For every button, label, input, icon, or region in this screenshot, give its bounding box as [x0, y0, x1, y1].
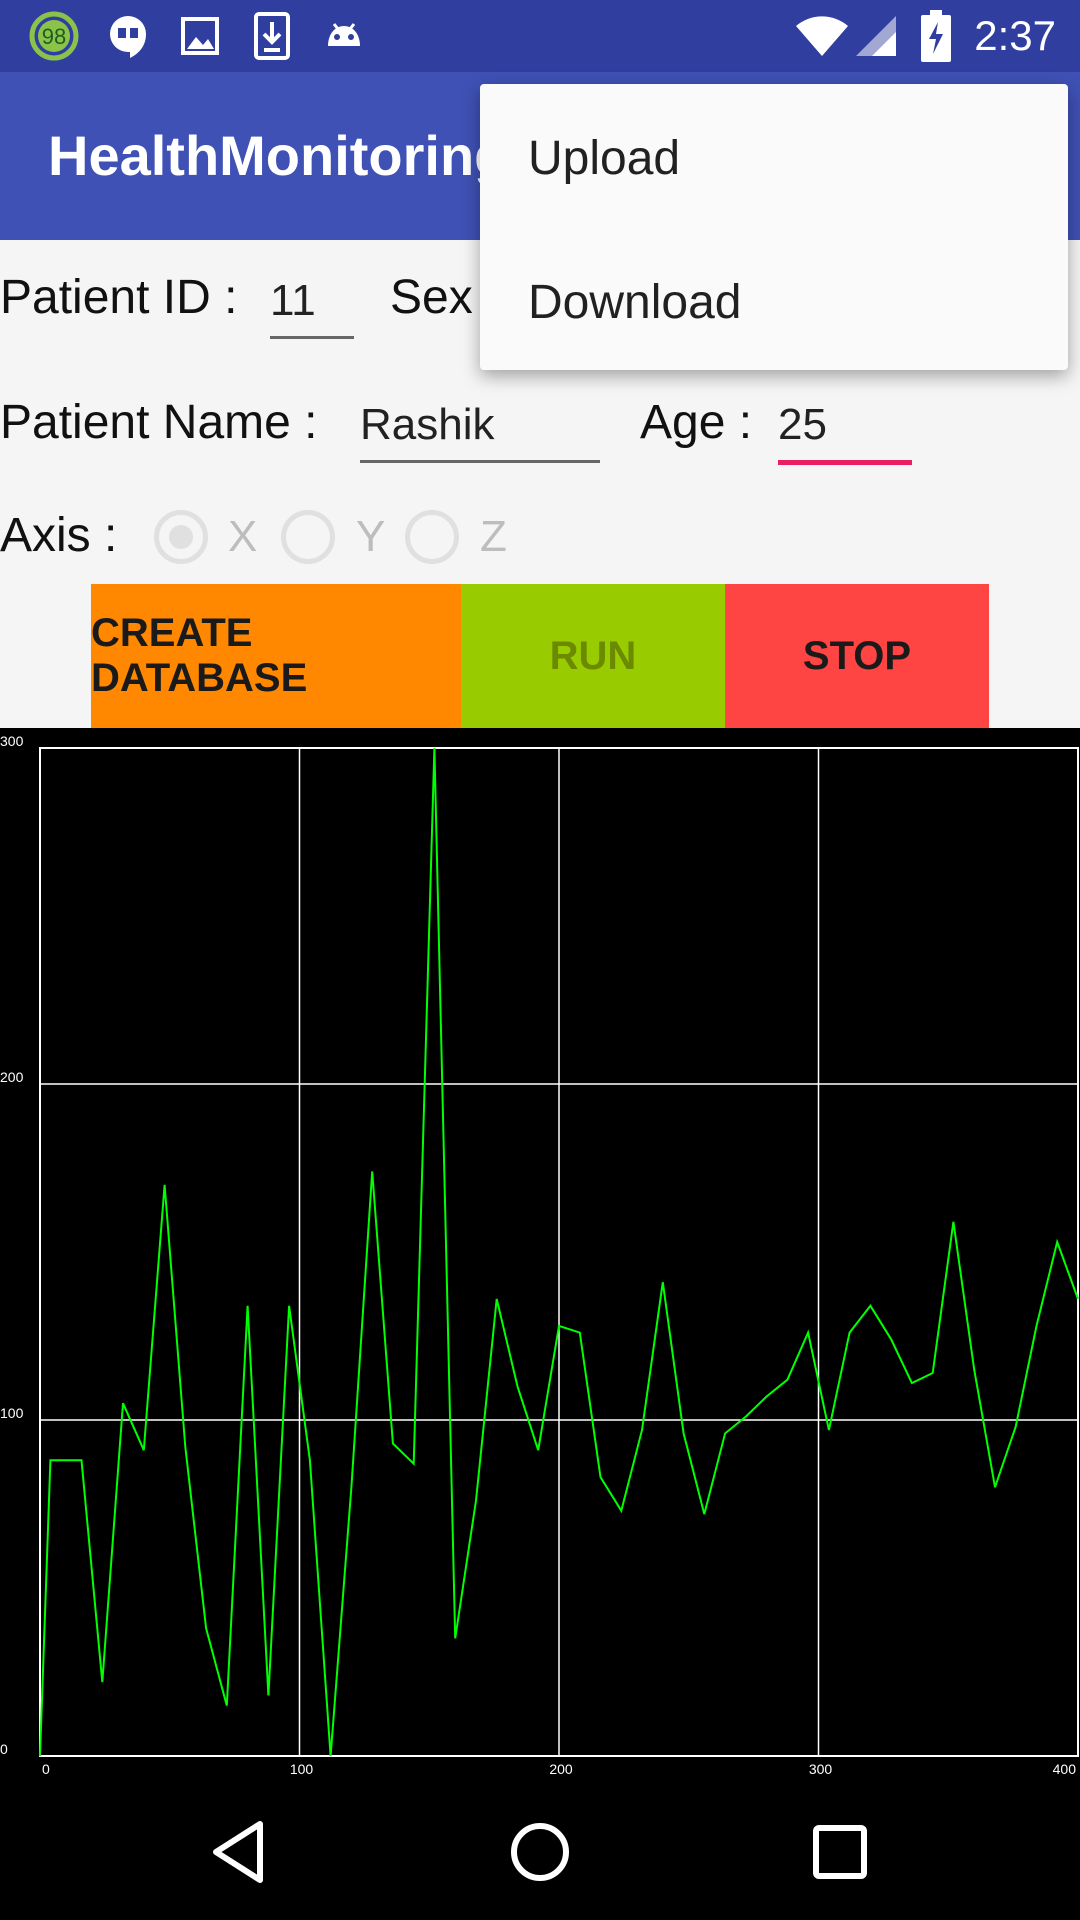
notification-badge: 98 — [42, 24, 66, 49]
patient-name-underline — [360, 460, 600, 463]
battery-charging-icon — [916, 10, 956, 62]
patient-id-label: Patient ID : — [0, 271, 238, 324]
line-chart: 0 100 200 300 400 0 100 200 300 — [0, 733, 1079, 1777]
age-label: Age : — [640, 396, 753, 449]
sensor-graph: 0 100 200 300 400 0 100 200 300 — [0, 728, 1080, 1784]
recents-icon[interactable] — [800, 1812, 880, 1892]
axis-label: Axis : — [0, 509, 118, 562]
axis-y-radio[interactable] — [281, 510, 335, 564]
back-icon[interactable] — [200, 1812, 280, 1892]
y-tick-label: 300 — [0, 733, 24, 749]
x-tick-label: 0 — [42, 1761, 50, 1777]
axis-x-label: X — [228, 512, 258, 561]
patient-id-input[interactable]: 11 — [270, 276, 316, 325]
status-bar: 98 2:37 — [0, 0, 1080, 72]
menu-item-download[interactable]: Download — [528, 276, 742, 329]
menu-item-upload[interactable]: Upload — [528, 132, 681, 185]
axis-z-radio[interactable] — [405, 510, 459, 564]
wifi-icon — [794, 12, 850, 60]
run-button[interactable]: RUN — [461, 584, 725, 728]
y-tick-label: 100 — [0, 1405, 24, 1421]
patient-name-label: Patient Name : — [0, 396, 318, 449]
axis-x-radio[interactable] — [154, 510, 208, 564]
navigation-bar — [0, 1784, 1080, 1920]
x-tick-label: 100 — [290, 1761, 314, 1777]
patient-name-input[interactable]: Rashik — [360, 400, 495, 449]
x-tick-label: 200 — [549, 1761, 573, 1777]
overflow-menu: Upload Download — [480, 84, 1068, 370]
x-tick-label: 300 — [809, 1761, 833, 1777]
age-underline-focused — [778, 460, 912, 465]
image-icon — [176, 12, 224, 60]
app-title: HealthMonitoring — [48, 124, 488, 187]
circle-98-icon: 98 — [26, 11, 82, 61]
x-tick-label: 400 — [1053, 1761, 1077, 1777]
download-icon — [248, 12, 296, 60]
hangouts-icon — [104, 12, 152, 60]
android-icon — [320, 12, 368, 60]
status-time: 2:37 — [974, 12, 1056, 59]
home-icon[interactable] — [500, 1812, 580, 1892]
patient-id-underline — [270, 336, 354, 339]
stop-button[interactable]: STOP — [725, 584, 989, 728]
create-database-button[interactable]: CREATE DATABASE — [91, 584, 461, 728]
y-tick-label: 0 — [0, 1741, 8, 1757]
data-series-line — [39, 747, 1079, 1757]
axis-z-label: Z — [480, 512, 507, 561]
sex-label: Sex — [390, 271, 473, 324]
signal-icon — [852, 12, 900, 60]
y-tick-label: 200 — [0, 1069, 24, 1085]
axis-y-label: Y — [356, 512, 386, 561]
age-input[interactable]: 25 — [778, 400, 827, 449]
